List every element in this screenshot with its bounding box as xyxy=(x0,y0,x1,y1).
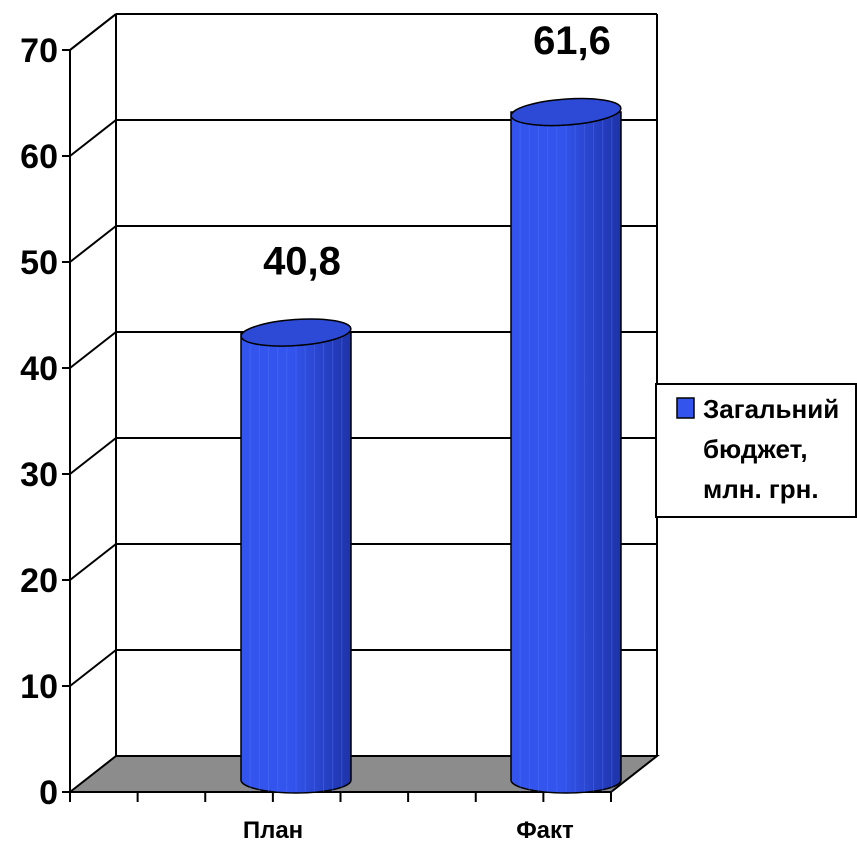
gridline-side xyxy=(69,437,117,475)
legend-line-2: бюджет, xyxy=(703,434,808,464)
x-axis-ticks xyxy=(69,792,612,802)
gridline-side xyxy=(69,331,117,369)
data-label: 61,6 xyxy=(533,19,611,63)
bar-2 xyxy=(510,97,622,794)
data-labels: 40,8 61,6 xyxy=(263,19,611,283)
data-label: 40,8 xyxy=(263,240,341,284)
y-tick-label: 50 xyxy=(20,244,58,282)
gridline-side xyxy=(69,13,117,51)
gridline-side xyxy=(69,119,117,157)
bar-top xyxy=(510,97,622,127)
bars xyxy=(240,97,622,794)
legend-line-1: Загальний xyxy=(703,394,839,424)
category-labels: План Факт xyxy=(243,817,574,844)
gridline-side xyxy=(69,225,117,263)
y-tick-label: 30 xyxy=(20,456,58,494)
y-tick-label: 20 xyxy=(20,562,58,600)
gridline-side xyxy=(69,543,117,581)
category-label: Факт xyxy=(516,817,574,844)
legend-line-3: млн. грн. xyxy=(703,474,819,504)
legend: Загальний бюджет, млн. грн. xyxy=(655,383,857,518)
y-tick-label: 40 xyxy=(20,350,58,388)
y-tick-label: 60 xyxy=(20,138,58,176)
bar-1 xyxy=(240,318,352,794)
y-tick-label: 70 xyxy=(20,32,58,70)
gridline-side xyxy=(69,649,117,687)
legend-swatch xyxy=(676,397,695,419)
category-label: План xyxy=(243,817,303,844)
bar-body xyxy=(510,111,622,794)
bar-top xyxy=(240,318,352,347)
y-tick-label: 10 xyxy=(20,668,58,706)
y-axis-ticks: 0 10 20 30 40 50 60 70 xyxy=(20,32,70,812)
bar-body xyxy=(240,331,352,794)
y-tick-label: 0 xyxy=(39,774,58,812)
